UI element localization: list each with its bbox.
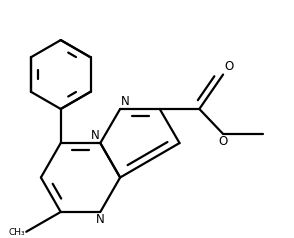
- Text: N: N: [91, 129, 100, 142]
- Text: O: O: [218, 135, 228, 148]
- Text: N: N: [121, 94, 130, 108]
- Text: N: N: [96, 213, 105, 226]
- Text: O: O: [225, 60, 234, 73]
- Text: CH₃: CH₃: [8, 228, 25, 237]
